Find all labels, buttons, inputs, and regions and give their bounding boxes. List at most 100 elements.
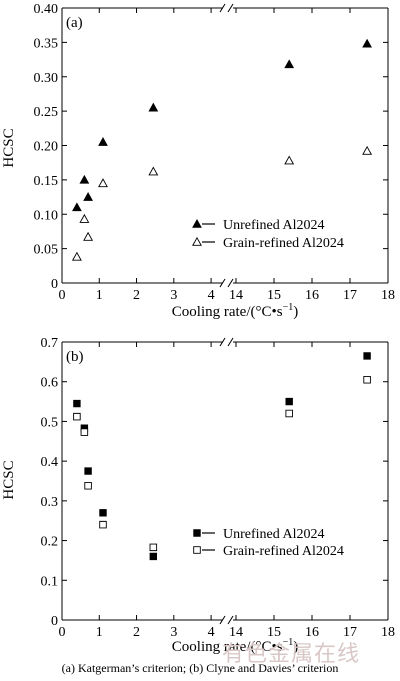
panel-a-xtick-label: 2 xyxy=(133,288,140,303)
legend-marker-grainrefined-a xyxy=(192,236,202,246)
panel-a-axes: 0 0.05 0.10 0.15 0.20 0.25 0.30 0.35 0.40 0 1 2 3 4 14… xyxy=(34,2,396,303)
panel-a-ytick-label: 0.20 xyxy=(34,140,59,155)
panel-b-label: (b) xyxy=(66,349,84,365)
panel-a-label: (a) xyxy=(66,15,83,31)
panel-a-point-series1 xyxy=(83,192,93,201)
watermark: 有色金属在线 xyxy=(221,642,360,667)
panel-b-xtick-label: 14 xyxy=(229,625,243,640)
panel-a-ytick-label: 0.10 xyxy=(34,208,59,223)
panel-a-ytick-label: 0.40 xyxy=(34,2,59,17)
panel-b-ylabel: HCSC xyxy=(1,460,17,499)
panel-a-xlabel-main: Cooling rate/(°C•s xyxy=(172,304,283,320)
panel-a-point-series1 xyxy=(148,102,159,112)
panel-b-point-series2 xyxy=(99,520,107,529)
panel-b-point-series2 xyxy=(73,412,81,421)
panel-b: 0 0.1 0.2 0.3 0.4 0.5 0.6 0.7 0 1 2 3 4 14 15 16 17 18 (b… xyxy=(1,336,395,655)
panel-a-point-series1 xyxy=(362,38,372,48)
panel-a-ytick-label: 0 xyxy=(51,277,58,292)
panel-a-xtick-label: 4 xyxy=(208,288,215,303)
panel-a-ytick-label: 0.15 xyxy=(34,174,59,189)
panel-a-point-series1 xyxy=(79,174,90,184)
panel-a-ytick-label: 0.05 xyxy=(34,243,59,258)
panel-a-xtick-label: 15 xyxy=(267,288,281,303)
panel-a-point-series2 xyxy=(284,155,295,165)
figure-caption: (a) Katgerman’s criterion; (b) Clyne and… xyxy=(61,661,339,675)
panel-a-ytick-label: 0.25 xyxy=(34,105,59,120)
panel-a-xtick-label: 18 xyxy=(381,288,395,303)
panel-b-point-series1 xyxy=(363,352,371,360)
panel-b-xlabel-end: ) xyxy=(293,639,298,655)
legend-marker-unrefined-b xyxy=(193,529,201,537)
panel-b-point-series2 xyxy=(149,543,158,552)
panel-b-xtick-label: 16 xyxy=(305,625,319,640)
panel-b-xtick-label: 3 xyxy=(170,625,177,640)
panel-b-xtick-label: 18 xyxy=(381,625,395,640)
panel-a-xtick-label: 16 xyxy=(305,288,319,303)
panel-a-point-series1 xyxy=(98,137,108,146)
legend-label-grainrefined-a: Grain-refined Al2024 xyxy=(223,236,344,251)
panel-a-xlabel-end: ) xyxy=(293,304,298,320)
panel-b-xtick-label: 17 xyxy=(343,625,357,640)
panel-a-xtick-label: 0 xyxy=(59,288,66,303)
panel-a-point-series2 xyxy=(79,213,90,223)
panel-a: 0 0.05 0.10 0.15 0.20 0.25 0.30 0.35 0.40 0 1 2 3 4 14… xyxy=(1,2,395,320)
panel-a-point-series2 xyxy=(83,231,94,241)
panel-b-point-series2 xyxy=(80,428,89,436)
panel-b-point-series1 xyxy=(84,467,92,475)
panel-b-point-series2 xyxy=(363,375,371,384)
panel-b-ytick-label: 0.3 xyxy=(41,495,59,510)
panel-b-ytick-label: 0.5 xyxy=(41,415,59,430)
panel-b-xtick-label: 0 xyxy=(59,625,66,640)
panel-b-legend: Unrefined Al2024 Grain-refined Al2024 xyxy=(193,527,344,559)
panel-b-point-series2 xyxy=(285,409,293,418)
panel-b-ytick-label: 0.2 xyxy=(41,535,59,550)
panel-b-axes: 0 0.1 0.2 0.3 0.4 0.5 0.6 0.7 0 1 2 3 4 14 15 16 17 18 xyxy=(41,336,396,640)
legend-marker-unrefined-a xyxy=(192,218,202,228)
panel-a-point-series1 xyxy=(284,59,295,69)
panel-b-axis-break-mark xyxy=(227,337,234,347)
panel-a-point-series2 xyxy=(71,251,82,261)
panel-b-ytick-label: 0.4 xyxy=(41,455,59,470)
legend-label-unrefined-a: Unrefined Al2024 xyxy=(223,218,324,233)
panel-a-xtick-label: 1 xyxy=(96,288,103,303)
panel-b-marks xyxy=(73,352,371,561)
panel-b-xlabel-main: Cooling rate/(°C•s xyxy=(172,639,283,655)
panel-a-legend: Unrefined Al2024 Grain-refined Al2024 xyxy=(192,218,344,251)
legend-label-grainrefined-b: Grain-refined Al2024 xyxy=(223,544,344,559)
panel-b-xlabel-sup: −1 xyxy=(283,637,294,648)
panel-b-point-series1 xyxy=(285,397,293,406)
legend-marker-grainrefined-b xyxy=(193,546,201,554)
panel-a-axis-break-mark xyxy=(219,3,226,13)
panel-a-axis-break-mark xyxy=(227,278,234,288)
panel-a-ytick-label: 0.30 xyxy=(34,71,59,86)
panel-a-ylabel: HCSC xyxy=(1,128,17,167)
panel-b-ytick-label: 0.7 xyxy=(41,336,59,351)
panel-b-point-series1 xyxy=(73,399,81,408)
panel-b-xtick-label: 1 xyxy=(96,625,103,640)
panel-b-ytick-label: 0.1 xyxy=(41,574,59,589)
panel-a-xlabel: Cooling rate/(°C•s−1) xyxy=(172,302,298,320)
panel-b-ytick-label: 0 xyxy=(51,614,58,629)
panel-a-ytick-label: 0.35 xyxy=(34,36,59,51)
panel-a-point-series2 xyxy=(98,178,108,188)
panel-b-xtick-label: 2 xyxy=(133,625,140,640)
panel-b-point-series1 xyxy=(149,552,158,561)
panel-a-marks xyxy=(71,38,373,261)
panel-a-point-series1 xyxy=(72,202,82,212)
panel-a-axis-break-mark xyxy=(219,278,226,288)
panel-a-xtick-label: 3 xyxy=(170,288,177,303)
panel-b-xtick-label: 15 xyxy=(267,625,281,640)
panel-a-xtick-label: 14 xyxy=(229,288,243,303)
panel-a-axis-break-mark xyxy=(227,3,234,13)
panel-b-xlabel: Cooling rate/(°C•s−1) xyxy=(172,637,298,655)
panel-b-xtick-label: 4 xyxy=(208,625,215,640)
panel-a-xlabel-sup: −1 xyxy=(283,302,294,313)
panel-b-ytick-label: 0.6 xyxy=(41,376,59,391)
panel-b-point-series1 xyxy=(99,509,107,517)
panel-a-point-series2 xyxy=(362,145,373,155)
panel-b-axis-break-mark xyxy=(219,337,226,347)
panel-b-point-series2 xyxy=(84,482,92,490)
panel-a-point-series2 xyxy=(148,166,159,176)
panel-b-axis-break-mark xyxy=(227,615,234,625)
panel-a-xtick-label: 17 xyxy=(343,288,357,303)
